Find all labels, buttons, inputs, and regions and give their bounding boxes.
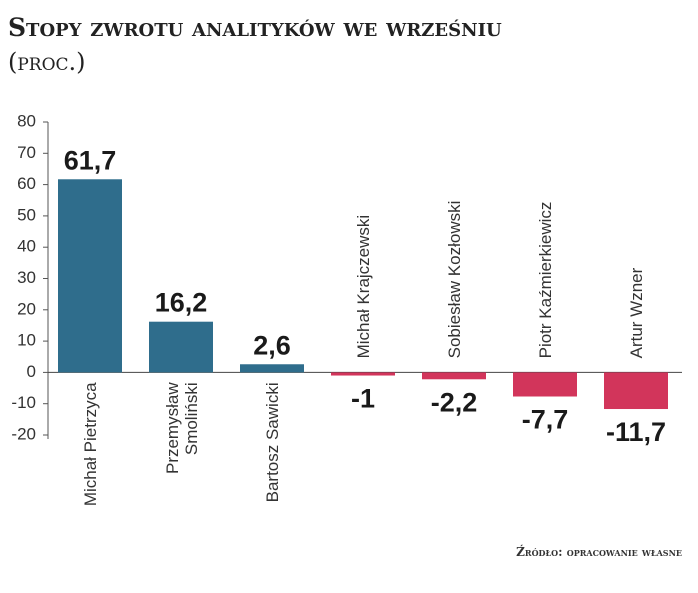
bar xyxy=(604,372,668,410)
category-label: Bartosz Sawicki xyxy=(263,382,282,502)
category-label: PrzemysławSmoliński xyxy=(163,382,201,474)
bar xyxy=(331,372,395,376)
value-label: -11,7 xyxy=(606,417,666,447)
category-label: Artur Wzner xyxy=(627,267,646,358)
chart-subtitle: (proc.) xyxy=(8,48,86,76)
value-label: -2,2 xyxy=(431,387,478,417)
value-label: 16,2 xyxy=(155,288,208,318)
value-label: -7,7 xyxy=(522,405,569,435)
value-label: 61,7 xyxy=(64,145,117,175)
y-tick-label: 60 xyxy=(17,174,36,193)
y-tick-label: 80 xyxy=(17,111,36,130)
value-label: -1 xyxy=(351,384,375,414)
y-tick-label: -10 xyxy=(11,393,36,412)
y-tick-label: -20 xyxy=(11,424,36,443)
y-tick-label: 20 xyxy=(17,299,36,318)
category-label: Michał Krajczewski xyxy=(354,215,373,359)
y-tick-label: 0 xyxy=(27,362,36,381)
y-tick-label: 50 xyxy=(17,205,36,224)
category-label: Michał Pietrzyca xyxy=(81,382,100,506)
source-note: Źródło: opracowanie własne xyxy=(516,544,682,559)
bar xyxy=(513,372,577,397)
bar xyxy=(149,321,213,373)
category-label: Piotr Kaźmierkiewicz xyxy=(536,202,555,359)
bar xyxy=(422,372,486,380)
category-label: Sobiesław Kozłowski xyxy=(445,201,464,359)
y-tick-label: 10 xyxy=(17,331,36,350)
value-label: 2,6 xyxy=(253,330,291,360)
y-tick-label: 30 xyxy=(17,268,36,287)
y-tick-label: 70 xyxy=(17,143,36,162)
bar xyxy=(240,364,304,373)
bar xyxy=(58,179,122,373)
chart-title: Stopy zwrotu analityków we wrześniu xyxy=(8,13,502,42)
y-tick-label: 40 xyxy=(17,237,36,256)
